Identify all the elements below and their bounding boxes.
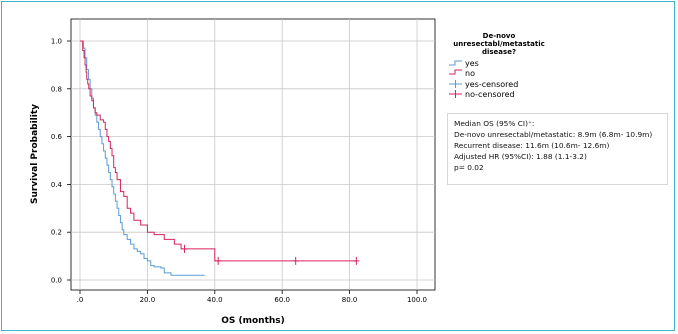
legend-swatch-yes — [449, 60, 462, 66]
median-os-annotation: Median OS (95% CI)⁺: De-novo unresectabl… — [447, 113, 668, 185]
x-tick-label: 60.0 — [274, 296, 290, 304]
legend-label-yes-censored: yes-censored — [465, 80, 518, 89]
legend-title-line2: unresectabl/metastatic — [453, 40, 545, 48]
series-group — [80, 40, 360, 276]
censor-mark-no — [181, 244, 188, 253]
censor-mark-no — [353, 256, 360, 265]
series-line-no — [80, 40, 357, 262]
annotation-line-5: p= 0.02 — [454, 163, 484, 172]
y-axis-title: Survival Probability — [30, 104, 40, 204]
y-tick-label: 0.0 — [51, 277, 62, 285]
x-tick-label: .0 — [77, 296, 84, 304]
series-line-yes — [80, 40, 205, 276]
x-tick-label: 20.0 — [140, 296, 156, 304]
y-tick-label: 1.0 — [51, 38, 62, 46]
x-tick-label: 40.0 — [207, 296, 223, 304]
plot-area — [70, 18, 436, 291]
legend-label-yes: yes — [465, 59, 479, 68]
gridlines — [71, 19, 435, 290]
x-axis-ticks: .0 20.0 40.0 60.0 80.0 100.0 — [77, 290, 427, 304]
x-tick-label: 100.0 — [407, 296, 427, 304]
annotation-line-4: Adjusted HR (95%CI): 1.88 (1.1-3.2) — [454, 152, 587, 161]
annotation-line-2: De-novo unresectabl/metastatic: 8.9m (6.… — [454, 130, 653, 139]
x-axis-title: OS (months) — [221, 316, 285, 326]
y-tick-label: 0.4 — [51, 181, 63, 189]
legend: De-novo unresectabl/metastatic disease? … — [449, 32, 545, 99]
y-axis-ticks: 0.0 0.2 0.4 0.6 0.8 1.0 — [51, 38, 71, 285]
y-tick-label: 0.2 — [51, 229, 62, 237]
legend-label-no-censored: no-censored — [465, 90, 515, 99]
annotation-line-1: Median OS (95% CI)⁺: — [454, 119, 535, 128]
censor-mark-no — [215, 256, 222, 265]
legend-swatch-yes-censored — [449, 80, 462, 88]
legend-swatch-no-censored — [449, 90, 462, 98]
legend-label-no: no — [465, 69, 475, 78]
annotation-line-3: Recurrent disease: 11.6m (10.6m- 12.6m) — [454, 141, 610, 150]
y-tick-label: 0.8 — [51, 85, 62, 93]
x-tick-label: 80.0 — [342, 296, 358, 304]
legend-title-line3: disease? — [482, 48, 516, 56]
censor-mark-no — [292, 256, 299, 265]
y-tick-label: 0.6 — [51, 133, 63, 141]
legend-title-line1: De-novo — [483, 32, 516, 40]
legend-swatch-no — [449, 69, 462, 75]
